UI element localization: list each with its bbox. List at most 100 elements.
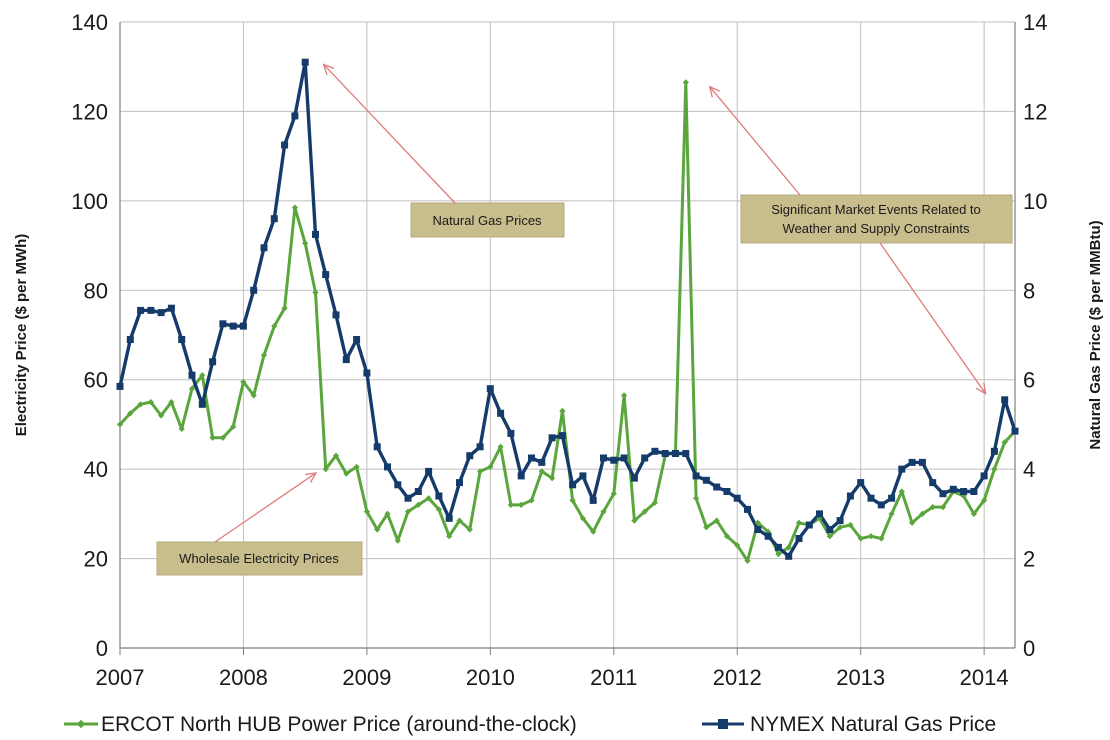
data-point-nymex bbox=[414, 488, 422, 495]
data-point-nymex bbox=[898, 465, 906, 473]
left-tick-labels: 0 20 40 60 80 100 120 140 bbox=[71, 10, 108, 661]
data-point-ercot bbox=[857, 535, 864, 542]
axes bbox=[119, 22, 1016, 655]
data-point-nymex bbox=[990, 447, 998, 455]
data-point-nymex bbox=[846, 492, 854, 500]
data-point-nymex bbox=[857, 479, 865, 487]
data-point-nymex bbox=[270, 215, 278, 223]
data-point-ercot bbox=[785, 544, 792, 551]
data-point-nymex bbox=[630, 474, 638, 482]
y2-tick-label: 2 bbox=[1023, 547, 1035, 572]
data-point-nymex bbox=[394, 481, 402, 489]
data-point-ercot bbox=[374, 526, 381, 533]
data-point-nymex bbox=[116, 382, 124, 390]
y-tick-label: 140 bbox=[71, 10, 108, 35]
data-point-nymex bbox=[579, 472, 587, 480]
data-point-nymex bbox=[322, 271, 330, 279]
data-point-nymex bbox=[291, 112, 299, 120]
annotation-text: Wholesale Electricity Prices bbox=[179, 551, 339, 566]
data-point-nymex bbox=[548, 434, 556, 442]
data-point-nymex bbox=[219, 320, 227, 328]
data-point-nymex bbox=[435, 492, 443, 500]
data-point-ercot bbox=[1001, 439, 1008, 446]
y2-tick-label: 14 bbox=[1023, 10, 1047, 35]
data-point-ercot bbox=[682, 79, 689, 86]
series-line-nymex bbox=[118, 60, 1017, 558]
data-point-nymex bbox=[816, 510, 823, 518]
x-tick-label: 2009 bbox=[342, 665, 391, 690]
data-point-nymex bbox=[281, 141, 289, 149]
data-point-nymex bbox=[610, 456, 618, 464]
data-point-ercot bbox=[569, 497, 576, 504]
data-point-ercot bbox=[518, 501, 525, 509]
x-tick-label: 2010 bbox=[466, 665, 515, 690]
y-tick-label: 100 bbox=[71, 189, 108, 214]
data-point-nymex bbox=[157, 309, 165, 317]
data-point-nymex bbox=[167, 304, 175, 312]
data-point-nymex bbox=[353, 336, 361, 343]
data-point-nymex bbox=[342, 356, 350, 364]
annotation-arrow-head bbox=[305, 472, 318, 483]
y2-tick-label: 6 bbox=[1023, 368, 1035, 393]
y-tick-label: 60 bbox=[84, 368, 108, 393]
data-point-ercot bbox=[723, 533, 731, 540]
y2-axis-title: Natural Gas Price ($ per MMBtu) bbox=[1087, 220, 1104, 449]
y-tick-label: 40 bbox=[84, 457, 108, 482]
data-point-ercot bbox=[240, 378, 247, 386]
data-point-nymex bbox=[980, 472, 988, 480]
data-point-nymex bbox=[918, 458, 926, 466]
data-point-nymex bbox=[538, 458, 546, 466]
data-point-ercot bbox=[157, 412, 165, 419]
legend-marker-ercot bbox=[76, 719, 86, 729]
data-point-nymex bbox=[126, 336, 134, 343]
data-point-nymex bbox=[178, 336, 186, 343]
y-tick-label: 20 bbox=[84, 547, 108, 572]
x-tick-label: 2007 bbox=[96, 665, 145, 690]
data-point-nymex bbox=[620, 454, 628, 462]
data-point-nymex bbox=[209, 358, 217, 366]
data-point-ercot bbox=[703, 524, 710, 531]
series-line-ercot bbox=[118, 80, 1017, 563]
data-point-nymex bbox=[682, 450, 690, 457]
data-point-ercot bbox=[744, 557, 751, 564]
y2-tick-label: 4 bbox=[1023, 457, 1035, 482]
data-point-ercot bbox=[312, 289, 319, 296]
data-point-ercot bbox=[579, 515, 587, 522]
series-lines bbox=[118, 60, 1017, 563]
data-point-nymex bbox=[301, 58, 309, 66]
data-point-ercot bbox=[888, 510, 895, 518]
y-tick-label: 80 bbox=[84, 278, 108, 303]
data-point-nymex bbox=[589, 496, 597, 504]
y-tick-label: 120 bbox=[71, 99, 108, 124]
data-point-ercot bbox=[332, 452, 340, 459]
data-point-nymex bbox=[373, 443, 381, 451]
data-point-ercot bbox=[867, 533, 875, 540]
data-point-ercot bbox=[980, 497, 988, 504]
legend-label-ercot: ERCOT North HUB Power Price (around-the-… bbox=[101, 713, 577, 736]
y-axis-title: Electricity Price ($ per MWh) bbox=[13, 234, 30, 437]
data-point-nymex bbox=[641, 454, 649, 462]
data-point-nymex bbox=[754, 526, 762, 533]
data-point-ercot bbox=[446, 533, 453, 540]
data-point-nymex bbox=[723, 488, 731, 495]
data-point-nymex bbox=[404, 494, 412, 502]
data-point-ercot bbox=[425, 495, 432, 502]
annotation-text: Significant Market Events Related to bbox=[771, 202, 981, 217]
data-point-ercot bbox=[209, 434, 216, 441]
data-point-nymex bbox=[229, 322, 237, 330]
annotation-arrow-line bbox=[879, 242, 987, 394]
data-point-nymex bbox=[260, 244, 268, 252]
data-point-nymex bbox=[476, 443, 484, 451]
x-tick-labels: 2007 2008 2009 2010 2011 2012 2013 2014 bbox=[96, 665, 1009, 690]
legend-item-ercot: ERCOT North HUB Power Price (around-the-… bbox=[64, 713, 577, 736]
data-point-nymex bbox=[888, 494, 896, 502]
data-point-nymex bbox=[867, 494, 875, 502]
x-tick-label: 2012 bbox=[713, 665, 762, 690]
annotation-wholesale: Wholesale Electricity Prices bbox=[156, 541, 363, 576]
data-point-nymex bbox=[445, 514, 453, 522]
data-point-nymex bbox=[949, 485, 957, 493]
annotation-natural-gas: Natural Gas Prices bbox=[410, 202, 565, 238]
data-point-nymex bbox=[744, 505, 751, 513]
data-point-ercot bbox=[384, 510, 391, 518]
data-point-nymex bbox=[661, 450, 669, 457]
